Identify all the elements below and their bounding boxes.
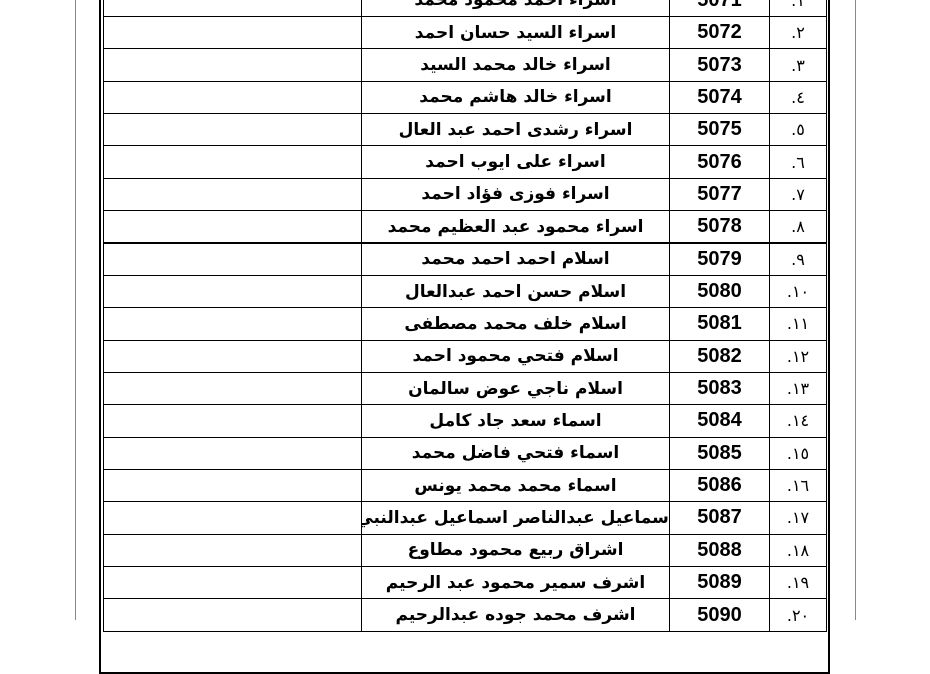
- student-id: 5088: [669, 533, 770, 567]
- student-name: اسراء رشدى احمد عبد العال: [361, 113, 670, 147]
- row-index: ٢.: [769, 16, 827, 50]
- student-id: 5085: [669, 436, 770, 470]
- empty-cell: [103, 48, 362, 82]
- empty-cell: [103, 274, 362, 309]
- row-index: ١٧.: [769, 501, 827, 535]
- student-name: اشراق ربيع محمود مطاوع: [361, 533, 670, 567]
- row-index: ٦.: [769, 145, 827, 179]
- student-id: 5072: [669, 16, 770, 50]
- student-name: اسماء محمد محمد يونس: [361, 468, 670, 503]
- empty-cell: [103, 210, 362, 244]
- empty-cell: [103, 436, 362, 470]
- student-name: اسراء على ايوب احمد: [361, 145, 670, 179]
- student-name: اسراء خالد محمد السيد: [361, 48, 670, 82]
- student-name: اسلام احمد احمد محمد: [361, 242, 670, 276]
- student-name: اسراء خالد هاشم محمد: [361, 80, 670, 115]
- empty-cell: [103, 339, 362, 373]
- row-index: ١٦.: [769, 468, 827, 503]
- student-name: اشرف محمد جوده عبدالرحيم: [361, 598, 670, 632]
- row-index: ٣.: [769, 48, 827, 82]
- student-name: اسلام فتحي محمود احمد: [361, 339, 670, 373]
- page-edge: [75, 0, 76, 620]
- empty-cell: [103, 145, 362, 179]
- empty-cell: [103, 80, 362, 115]
- empty-cell: [103, 307, 362, 341]
- student-id: 5074: [669, 80, 770, 115]
- row-index: ٩.: [769, 242, 827, 276]
- empty-cell: [103, 371, 362, 406]
- student-id: 5080: [669, 274, 770, 309]
- student-id: 5086: [669, 468, 770, 503]
- student-name: اسماعيل عبدالناصر اسماعيل عبدالنبي: [361, 501, 670, 535]
- student-name: اسلام خلف محمد مصطفى: [361, 307, 670, 341]
- student-id: 5076: [669, 145, 770, 179]
- row-index: ١٢.: [769, 339, 827, 373]
- student-id: 5079: [669, 242, 770, 276]
- row-index: ٧.: [769, 177, 827, 212]
- student-id: 5073: [669, 48, 770, 82]
- student-id: 5089: [669, 566, 770, 600]
- student-id: 5083: [669, 371, 770, 406]
- row-index: ١٣.: [769, 371, 827, 406]
- empty-cell: [103, 566, 362, 600]
- student-name: اسراء السيد حسان احمد: [361, 16, 670, 50]
- empty-cell: [103, 177, 362, 212]
- row-index: ٤.: [769, 80, 827, 115]
- empty-cell: [103, 501, 362, 535]
- student-id: 5090: [669, 598, 770, 632]
- student-name: اسراء محمود عبد العظيم محمد: [361, 210, 670, 244]
- empty-cell: [103, 16, 362, 50]
- student-name: اسماء سعد جاد كامل: [361, 404, 670, 438]
- row-index: ١٨.: [769, 533, 827, 567]
- student-name: اسراء فوزى فؤاد احمد: [361, 177, 670, 212]
- empty-cell: [103, 242, 362, 276]
- page-edge: [855, 0, 856, 620]
- empty-cell: [103, 404, 362, 438]
- row-index: ١٩.: [769, 566, 827, 600]
- row-index: ١٤.: [769, 404, 827, 438]
- row-index: ١٥.: [769, 436, 827, 470]
- empty-cell: [103, 468, 362, 503]
- student-id: 5078: [669, 210, 770, 244]
- student-id: 5071: [669, 0, 770, 18]
- student-id: 5087: [669, 501, 770, 535]
- empty-cell: [103, 533, 362, 567]
- student-name: اشرف سمير محمود عبد الرحيم: [361, 566, 670, 600]
- row-index: ١٠.: [769, 274, 827, 309]
- empty-cell: [103, 0, 362, 18]
- student-name: اسراء احمد محمود محمد: [361, 0, 670, 18]
- row-index: ٥.: [769, 113, 827, 147]
- student-id: 5082: [669, 339, 770, 373]
- student-name: اسلام ناجي عوض سالمان: [361, 371, 670, 406]
- student-id: 5084: [669, 404, 770, 438]
- empty-cell: [103, 598, 362, 632]
- row-index: ١.: [769, 0, 827, 18]
- row-index: ٢٠.: [769, 598, 827, 632]
- student-name: اسماء فتحي فاضل محمد: [361, 436, 670, 470]
- row-index: ١١.: [769, 307, 827, 341]
- row-index: ٨.: [769, 210, 827, 244]
- student-id: 5081: [669, 307, 770, 341]
- empty-cell: [103, 113, 362, 147]
- student-id: 5075: [669, 113, 770, 147]
- student-name: اسلام حسن احمد عبدالعال: [361, 274, 670, 309]
- student-id: 5077: [669, 177, 770, 212]
